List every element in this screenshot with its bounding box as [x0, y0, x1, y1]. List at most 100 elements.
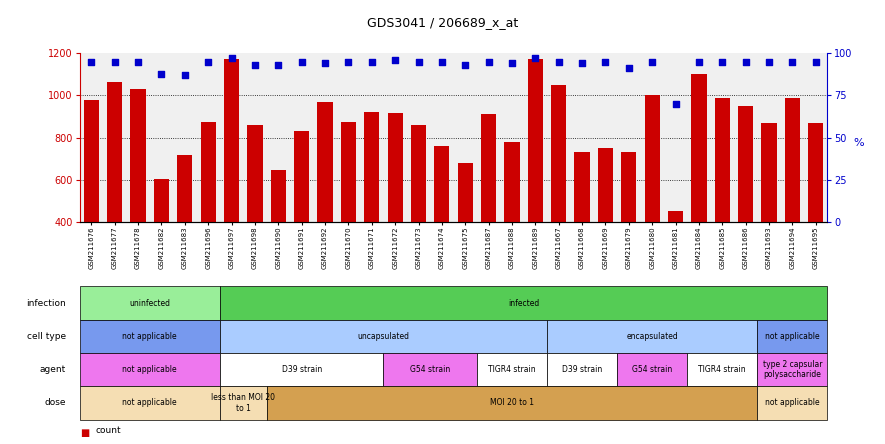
- Point: [575, 60, 589, 67]
- Bar: [547, 320, 758, 353]
- Text: GDS3041 / 206689_x_at: GDS3041 / 206689_x_at: [367, 16, 518, 29]
- Bar: [688, 353, 758, 386]
- Bar: [758, 320, 827, 353]
- Bar: [294, 131, 309, 222]
- Bar: [271, 170, 286, 222]
- Text: count: count: [96, 426, 121, 435]
- Text: not applicable: not applicable: [122, 332, 177, 341]
- Text: not applicable: not applicable: [122, 398, 177, 408]
- Point: [412, 58, 426, 65]
- Bar: [808, 123, 823, 222]
- Bar: [84, 100, 99, 222]
- Point: [785, 58, 799, 65]
- Bar: [761, 123, 777, 222]
- Point: [201, 58, 215, 65]
- Text: uncapsulated: uncapsulated: [358, 332, 410, 341]
- Point: [598, 58, 612, 65]
- Bar: [80, 386, 219, 420]
- Bar: [266, 386, 758, 420]
- Point: [248, 62, 262, 69]
- Text: D39 strain: D39 strain: [281, 365, 322, 374]
- Point: [481, 58, 496, 65]
- Point: [295, 58, 309, 65]
- Bar: [458, 163, 473, 222]
- Bar: [527, 59, 543, 222]
- Bar: [621, 152, 636, 222]
- Bar: [177, 155, 192, 222]
- Bar: [318, 102, 333, 222]
- Bar: [247, 125, 263, 222]
- Point: [154, 70, 168, 77]
- Bar: [574, 152, 589, 222]
- Point: [388, 56, 402, 63]
- Text: not applicable: not applicable: [766, 332, 820, 341]
- Text: D39 strain: D39 strain: [562, 365, 602, 374]
- Bar: [477, 353, 547, 386]
- Text: infection: infection: [26, 298, 65, 308]
- Point: [692, 58, 706, 65]
- Bar: [411, 125, 426, 222]
- Text: infected: infected: [508, 298, 539, 308]
- Bar: [130, 89, 146, 222]
- Text: not applicable: not applicable: [122, 365, 177, 374]
- Bar: [80, 286, 219, 320]
- Point: [622, 65, 636, 72]
- Point: [645, 58, 659, 65]
- Bar: [219, 353, 383, 386]
- Bar: [435, 146, 450, 222]
- Bar: [481, 115, 496, 222]
- Bar: [383, 353, 477, 386]
- Point: [739, 58, 753, 65]
- Bar: [201, 122, 216, 222]
- Text: ■: ■: [80, 428, 88, 439]
- Bar: [551, 85, 566, 222]
- Bar: [154, 179, 169, 222]
- Point: [505, 60, 519, 67]
- Point: [528, 55, 543, 62]
- Text: TIGR4 strain: TIGR4 strain: [698, 365, 746, 374]
- Point: [809, 58, 823, 65]
- Bar: [80, 320, 219, 353]
- Bar: [219, 320, 547, 353]
- Text: not applicable: not applicable: [766, 398, 820, 408]
- Bar: [219, 386, 266, 420]
- Point: [551, 58, 566, 65]
- Point: [365, 58, 379, 65]
- Bar: [364, 112, 380, 222]
- Text: TIGR4 strain: TIGR4 strain: [489, 365, 535, 374]
- Point: [318, 60, 332, 67]
- Text: dose: dose: [44, 398, 65, 408]
- Point: [108, 58, 122, 65]
- Bar: [224, 59, 239, 222]
- Point: [668, 100, 682, 107]
- Point: [225, 55, 239, 62]
- Point: [435, 58, 449, 65]
- Point: [131, 58, 145, 65]
- Bar: [758, 386, 827, 420]
- Text: cell type: cell type: [27, 332, 65, 341]
- Bar: [668, 211, 683, 222]
- Bar: [691, 75, 706, 222]
- Y-axis label: %: %: [853, 138, 864, 148]
- Bar: [388, 113, 403, 222]
- Point: [715, 58, 729, 65]
- Bar: [341, 122, 356, 222]
- Text: MOI 20 to 1: MOI 20 to 1: [490, 398, 534, 408]
- Bar: [547, 353, 617, 386]
- Bar: [715, 98, 730, 222]
- Point: [762, 58, 776, 65]
- Point: [84, 58, 98, 65]
- Text: uninfected: uninfected: [129, 298, 170, 308]
- Bar: [738, 106, 753, 222]
- Bar: [617, 353, 688, 386]
- Bar: [785, 98, 800, 222]
- Text: G54 strain: G54 strain: [632, 365, 673, 374]
- Text: agent: agent: [39, 365, 65, 374]
- Point: [271, 62, 285, 69]
- Text: less than MOI 20
to 1: less than MOI 20 to 1: [212, 393, 275, 412]
- Bar: [504, 142, 519, 222]
- Text: type 2 capsular
polysaccharide: type 2 capsular polysaccharide: [763, 360, 822, 379]
- Bar: [644, 95, 660, 222]
- Text: G54 strain: G54 strain: [410, 365, 450, 374]
- Point: [178, 71, 192, 79]
